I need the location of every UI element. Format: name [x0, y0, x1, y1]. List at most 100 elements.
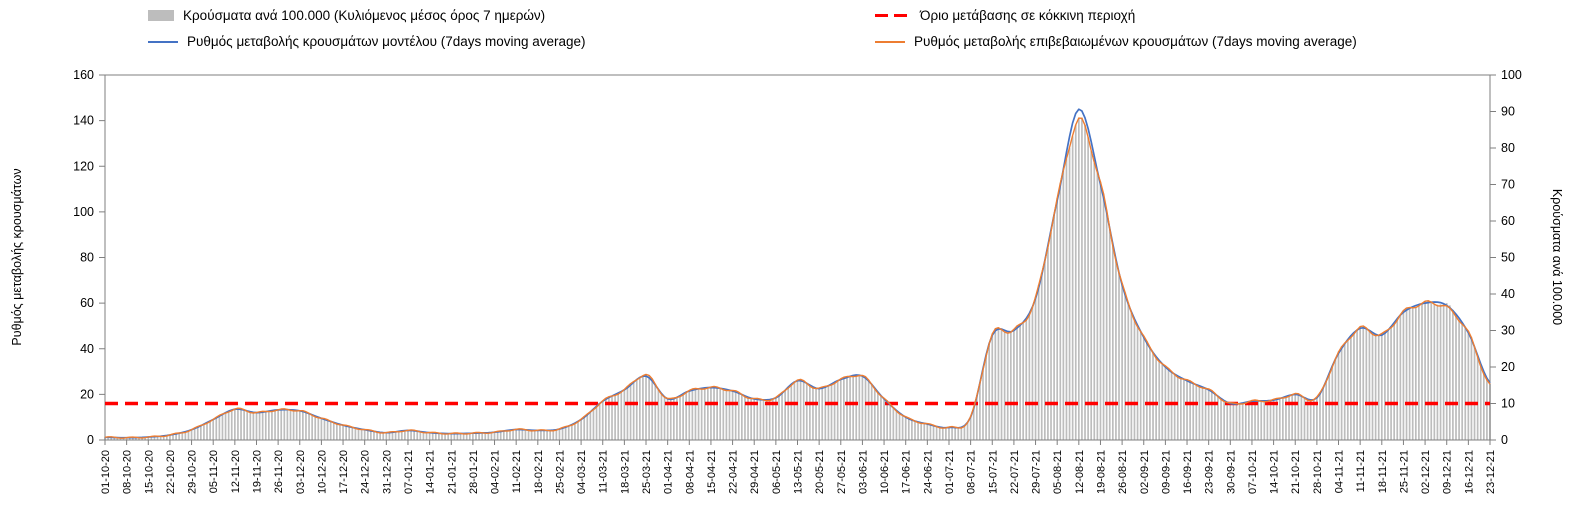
- legend-label-model: Ρυθμός μεταβολής κρουσμάτων μοντέλου (7d…: [187, 34, 586, 49]
- svg-text:22-07-21: 22-07-21: [1009, 450, 1021, 494]
- svg-text:14-01-21: 14-01-21: [425, 450, 437, 494]
- svg-text:13-05-21: 13-05-21: [793, 450, 805, 494]
- model-line-icon: [148, 40, 178, 43]
- svg-text:19-08-21: 19-08-21: [1095, 450, 1107, 494]
- svg-text:20: 20: [1501, 360, 1515, 374]
- svg-text:29-04-21: 29-04-21: [749, 450, 761, 494]
- svg-text:07-01-21: 07-01-21: [403, 450, 415, 494]
- svg-text:20-05-21: 20-05-21: [814, 450, 826, 494]
- svg-text:28-01-21: 28-01-21: [468, 450, 480, 494]
- svg-text:120: 120: [73, 159, 94, 173]
- svg-text:0: 0: [1501, 433, 1508, 447]
- svg-text:21-10-21: 21-10-21: [1290, 450, 1302, 494]
- svg-text:02-09-21: 02-09-21: [1139, 450, 1151, 494]
- svg-text:31-12-20: 31-12-20: [381, 450, 393, 494]
- svg-text:08-04-21: 08-04-21: [684, 450, 696, 494]
- svg-text:80: 80: [80, 251, 94, 265]
- svg-text:15-10-20: 15-10-20: [143, 450, 155, 494]
- svg-text:80: 80: [1501, 141, 1515, 155]
- svg-text:24-12-20: 24-12-20: [360, 450, 372, 494]
- svg-text:24-06-21: 24-06-21: [922, 450, 934, 494]
- svg-text:15-07-21: 15-07-21: [987, 450, 999, 494]
- svg-text:11-11-21: 11-11-21: [1355, 450, 1367, 492]
- svg-text:23-12-21: 23-12-21: [1485, 450, 1497, 494]
- svg-text:12-08-21: 12-08-21: [1074, 450, 1086, 494]
- svg-text:14-10-21: 14-10-21: [1269, 450, 1281, 494]
- svg-text:03-12-20: 03-12-20: [295, 450, 307, 494]
- svg-text:100: 100: [73, 205, 94, 219]
- svg-text:26-08-21: 26-08-21: [1117, 450, 1129, 494]
- svg-text:25-03-21: 25-03-21: [641, 450, 653, 494]
- legend-label-threshold: Όριο μετάβασης σε κόκκινη περιοχή: [920, 8, 1136, 23]
- svg-text:18-11-21: 18-11-21: [1377, 450, 1389, 493]
- svg-text:60: 60: [80, 296, 94, 310]
- left-axis-tick-labels: 0 20 40 60 80 100 120 140 160: [73, 68, 94, 447]
- svg-text:06-05-21: 06-05-21: [771, 450, 783, 494]
- svg-text:18-03-21: 18-03-21: [619, 450, 631, 494]
- svg-text:18-02-21: 18-02-21: [533, 450, 545, 494]
- plot-border: [99, 74, 1496, 445]
- svg-text:20: 20: [80, 387, 94, 401]
- svg-text:25-02-21: 25-02-21: [554, 450, 566, 494]
- svg-text:03-06-21: 03-06-21: [857, 450, 869, 494]
- svg-text:25-11-21: 25-11-21: [1398, 450, 1410, 493]
- threshold-dash-icon: [875, 13, 911, 18]
- svg-text:01-04-21: 01-04-21: [663, 450, 675, 494]
- svg-text:30-09-21: 30-09-21: [1225, 450, 1237, 494]
- legend-item-confirmed: Ρυθμός μεταβολής επιβεβαιωμένων κρουσμάτ…: [875, 34, 1357, 49]
- svg-text:29-07-21: 29-07-21: [1031, 450, 1043, 494]
- legend-item-threshold: Όριο μετάβασης σε κόκκινη περιοχή: [875, 8, 1135, 23]
- svg-text:08-07-21: 08-07-21: [966, 450, 978, 494]
- legend-item-bars: Κρούσματα ανά 100.000 (Κυλιόμενος μέσος …: [148, 8, 545, 23]
- right-axis-title: Κρούσματα ανά 100.000: [1550, 188, 1564, 326]
- x-axis-tick-labels: 01-10-20 08-10-20 15-10-20 22-10-20 29-10-20…: [100, 450, 1497, 494]
- svg-text:60: 60: [1501, 214, 1515, 228]
- svg-text:08-10-20: 08-10-20: [122, 450, 134, 494]
- svg-text:70: 70: [1501, 178, 1515, 192]
- svg-text:140: 140: [73, 114, 94, 128]
- confirmed-line-icon: [875, 40, 905, 43]
- bars-marker-icon: [148, 10, 174, 21]
- svg-text:19-11-20: 19-11-20: [251, 450, 263, 493]
- svg-text:01-10-20: 01-10-20: [100, 450, 112, 494]
- svg-text:02-12-21: 02-12-21: [1420, 450, 1432, 494]
- svg-text:50: 50: [1501, 251, 1515, 265]
- svg-text:22-04-21: 22-04-21: [728, 450, 740, 494]
- svg-text:90: 90: [1501, 105, 1515, 119]
- svg-text:27-05-21: 27-05-21: [836, 450, 848, 494]
- svg-text:160: 160: [73, 68, 94, 82]
- svg-text:12-11-20: 12-11-20: [230, 450, 242, 493]
- svg-text:28-10-21: 28-10-21: [1312, 450, 1324, 494]
- svg-text:09-12-21: 09-12-21: [1442, 450, 1454, 494]
- svg-text:17-12-20: 17-12-20: [338, 450, 350, 494]
- svg-text:15-04-21: 15-04-21: [706, 450, 718, 494]
- legend-label-bars: Κρούσματα ανά 100.000 (Κυλιόμενος μέσος …: [183, 8, 546, 23]
- svg-text:16-09-21: 16-09-21: [1182, 450, 1194, 494]
- svg-text:16-12-21: 16-12-21: [1463, 450, 1475, 494]
- svg-text:04-11-21: 04-11-21: [1334, 450, 1346, 493]
- svg-text:05-11-20: 05-11-20: [208, 450, 220, 493]
- svg-text:04-03-21: 04-03-21: [576, 450, 588, 494]
- legend-item-model: Ρυθμός μεταβολής κρουσμάτων μοντέλου (7d…: [148, 34, 586, 49]
- svg-text:40: 40: [1501, 287, 1515, 301]
- svg-text:21-01-21: 21-01-21: [446, 450, 458, 494]
- legend-label-confirmed: Ρυθμός μεταβολής επιβεβαιωμένων κρουσμάτ…: [914, 34, 1357, 49]
- svg-text:10-12-20: 10-12-20: [316, 450, 328, 494]
- svg-text:04-02-21: 04-02-21: [490, 450, 502, 494]
- svg-text:11-03-21: 11-03-21: [598, 450, 610, 493]
- svg-text:11-02-21: 11-02-21: [511, 450, 523, 493]
- confirmed-line-series: [104, 117, 1491, 439]
- right-axis-tick-labels: 0 10 20 30 40 50 60 70 80 90 100: [1501, 68, 1522, 447]
- svg-text:29-10-20: 29-10-20: [187, 450, 199, 494]
- svg-text:22-10-20: 22-10-20: [165, 450, 177, 494]
- svg-text:100: 100: [1501, 68, 1522, 82]
- svg-text:09-09-21: 09-09-21: [1160, 450, 1172, 494]
- bars-series: [104, 117, 1491, 441]
- svg-text:10: 10: [1501, 397, 1515, 411]
- svg-text:07-10-21: 07-10-21: [1247, 450, 1259, 494]
- svg-text:23-09-21: 23-09-21: [1204, 450, 1216, 494]
- svg-text:05-08-21: 05-08-21: [1052, 450, 1064, 494]
- svg-text:01-07-21: 01-07-21: [944, 450, 956, 494]
